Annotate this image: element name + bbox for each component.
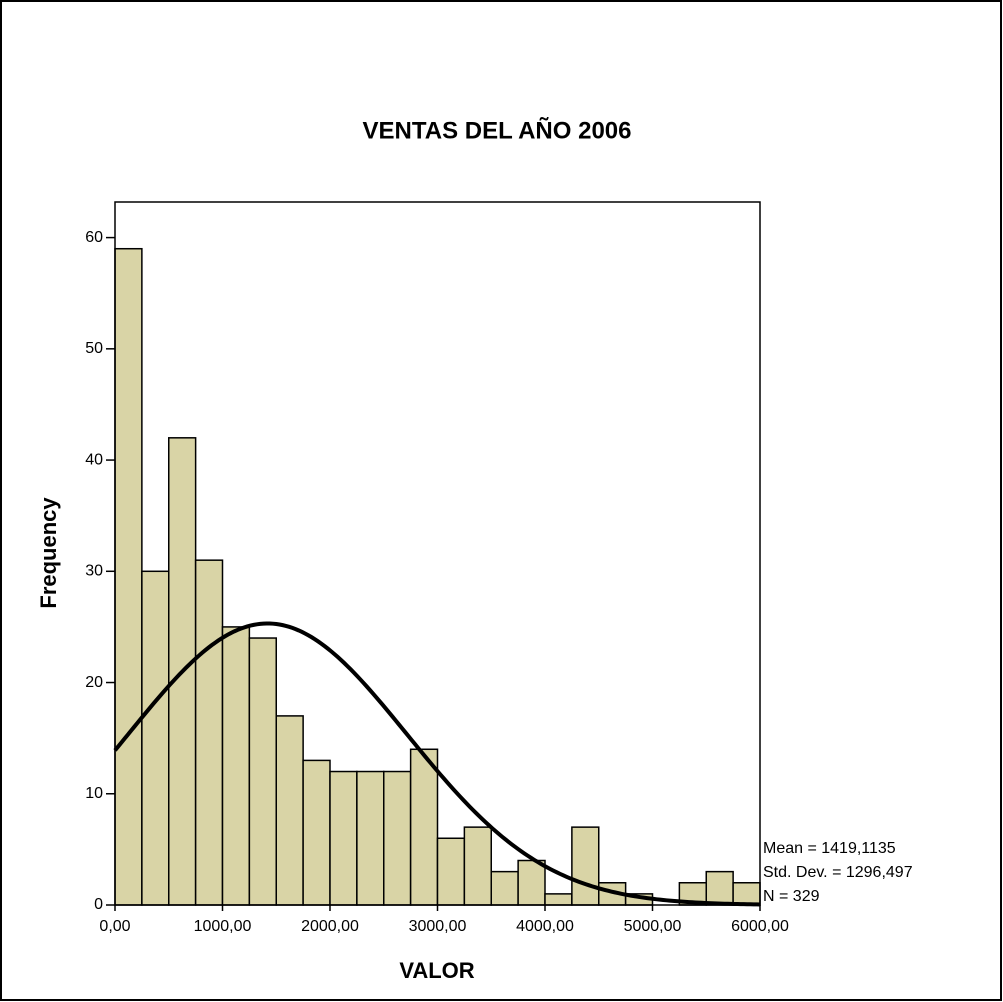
y-tick-label: 30 — [85, 563, 103, 580]
bar — [705, 870, 734, 906]
bar — [356, 770, 385, 906]
x-tick-label: 4000,00 — [516, 918, 574, 935]
y-tick-label: 0 — [94, 896, 103, 913]
x-tick-label: 0,00 — [99, 918, 130, 935]
x-axis-label: VALOR — [399, 958, 474, 983]
normal-curve — [113, 621, 761, 907]
x-tick-label: 1000,00 — [194, 918, 252, 935]
y-tick-label: 10 — [85, 785, 103, 802]
bar — [248, 637, 277, 906]
y-tick-label: 50 — [85, 340, 103, 357]
stats-label: N = 329 — [763, 888, 820, 905]
bar — [329, 770, 358, 906]
bar — [490, 870, 519, 906]
y-tick-label: 60 — [85, 229, 103, 246]
x-tick-label: 6000,00 — [731, 918, 789, 935]
x-tick-label: 2000,00 — [301, 918, 359, 935]
bar — [141, 570, 170, 906]
x-tick-label: 3000,00 — [409, 918, 467, 935]
stats-label: Mean = 1419,1135 — [763, 840, 896, 857]
bar — [221, 626, 251, 906]
stats-label: Std. Dev. = 1296,497 — [763, 864, 913, 881]
bar — [463, 826, 492, 906]
chart-title: VENTAS DEL AÑO 2006 — [363, 116, 632, 144]
bar — [302, 759, 331, 906]
bar — [194, 559, 224, 906]
x-tick-label: 5000,00 — [624, 918, 682, 935]
bar — [517, 859, 546, 906]
bar — [436, 837, 466, 906]
bar — [544, 893, 573, 906]
y-axis-label: Frequency — [36, 497, 61, 609]
y-tick-label: 20 — [85, 674, 103, 691]
bar — [114, 247, 143, 906]
bar — [409, 748, 439, 906]
bar — [275, 715, 304, 906]
bar — [732, 882, 761, 906]
y-tick-label: 40 — [85, 451, 103, 468]
bar — [383, 770, 412, 906]
bar — [571, 826, 600, 906]
